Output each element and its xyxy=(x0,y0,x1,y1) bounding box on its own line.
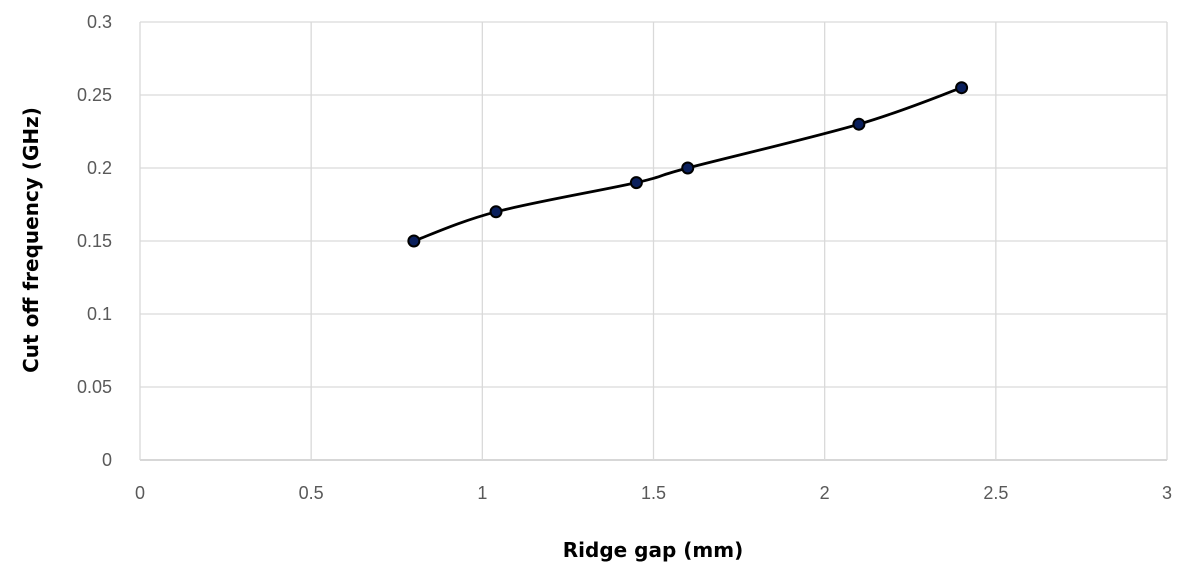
x-tick-label: 1.5 xyxy=(641,483,666,503)
y-tick-label: 0.1 xyxy=(87,304,112,324)
x-axis-title: Ridge gap (mm) xyxy=(563,538,743,562)
y-axis-title: Cut off frequency (GHz) xyxy=(19,107,43,373)
data-point xyxy=(489,205,503,219)
series-layer xyxy=(407,81,969,248)
x-tick-label: 0.5 xyxy=(299,483,324,503)
x-tick-label: 1 xyxy=(477,483,487,503)
y-axis-ticks: 0 0.05 0.1 0.15 0.2 0.25 0.3 xyxy=(77,12,112,470)
x-tick-label: 3 xyxy=(1162,483,1172,503)
y-tick-label: 0.25 xyxy=(77,85,112,105)
y-tick-label: 0.3 xyxy=(87,12,112,32)
data-point xyxy=(407,234,421,248)
x-axis-ticks: 0 0.5 1 1.5 2 2.5 3 xyxy=(135,483,1172,503)
x-tick-label: 2.5 xyxy=(983,483,1008,503)
data-point xyxy=(681,161,695,175)
grid-lines xyxy=(139,21,1168,461)
y-tick-label: 0.05 xyxy=(77,377,112,397)
y-tick-label: 0 xyxy=(102,450,112,470)
data-point xyxy=(629,176,643,190)
y-tick-label: 0.15 xyxy=(77,231,112,251)
data-point xyxy=(852,117,866,131)
x-tick-label: 2 xyxy=(820,483,830,503)
y-tick-label: 0.2 xyxy=(87,158,112,178)
x-tick-label: 0 xyxy=(135,483,145,503)
data-point xyxy=(955,81,969,95)
